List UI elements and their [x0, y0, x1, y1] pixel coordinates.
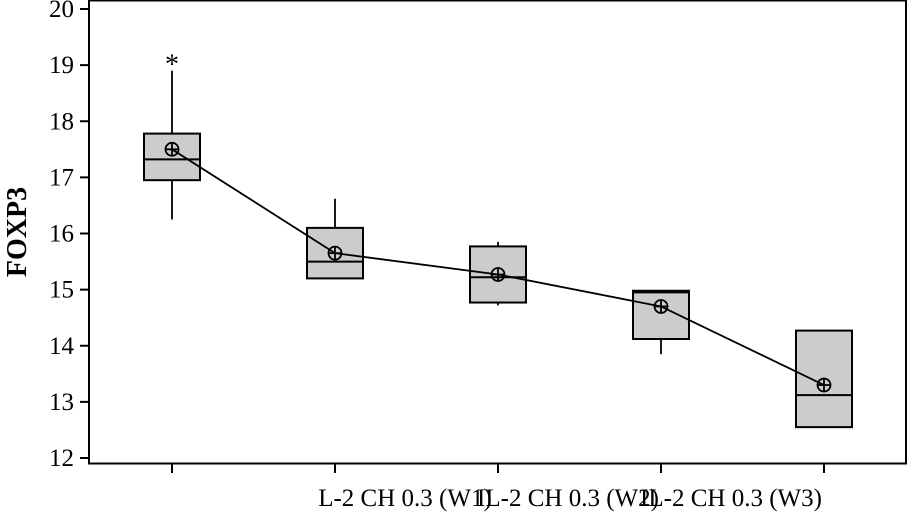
y-tick-label: 16: [49, 221, 74, 248]
y-tick-label: 18: [49, 108, 74, 135]
y-tick-label: 17: [49, 164, 74, 191]
box-group: [306, 198, 364, 280]
mean-marker: [164, 141, 180, 157]
iqr-box: [143, 132, 201, 182]
outlier-marker: *: [165, 50, 179, 81]
mean-marker: [490, 267, 506, 282]
y-axis: 12 13 14 15 16 17 18 19 20: [49, 0, 89, 472]
mean-markers: [164, 141, 832, 393]
x-axis: L-2 CH 0.3 (W1)IL-2 CH 0.3 (W2)IL-2 CH 0…: [171, 464, 825, 512]
y-tick-label: 12: [49, 445, 74, 472]
box-group: *: [143, 50, 201, 220]
y-tick-label: 13: [49, 389, 74, 416]
mean-marker: [653, 299, 669, 314]
mean-marker: [327, 245, 343, 261]
x-tick-label: IL-2 CH 0.3 (W2): [477, 485, 659, 512]
y-tick-label: 15: [49, 277, 74, 304]
box-group: [795, 329, 853, 429]
plot-area-frame: [88, 0, 907, 465]
y-axis-label: FOXP3: [2, 187, 33, 277]
iqr-box: [795, 329, 853, 429]
x-tick-label: IL-2 CH 0.3 (W3): [640, 485, 822, 512]
mean-marker: [816, 377, 832, 393]
y-tick-label: 20: [49, 0, 74, 23]
x-tick-label: L-2 CH 0.3 (W1): [318, 485, 492, 512]
iqr-box: [632, 289, 690, 341]
y-tick-label: 19: [49, 52, 74, 79]
y-tick-label: 14: [49, 333, 75, 360]
box-group: [632, 289, 690, 355]
box-series: *: [143, 50, 853, 429]
